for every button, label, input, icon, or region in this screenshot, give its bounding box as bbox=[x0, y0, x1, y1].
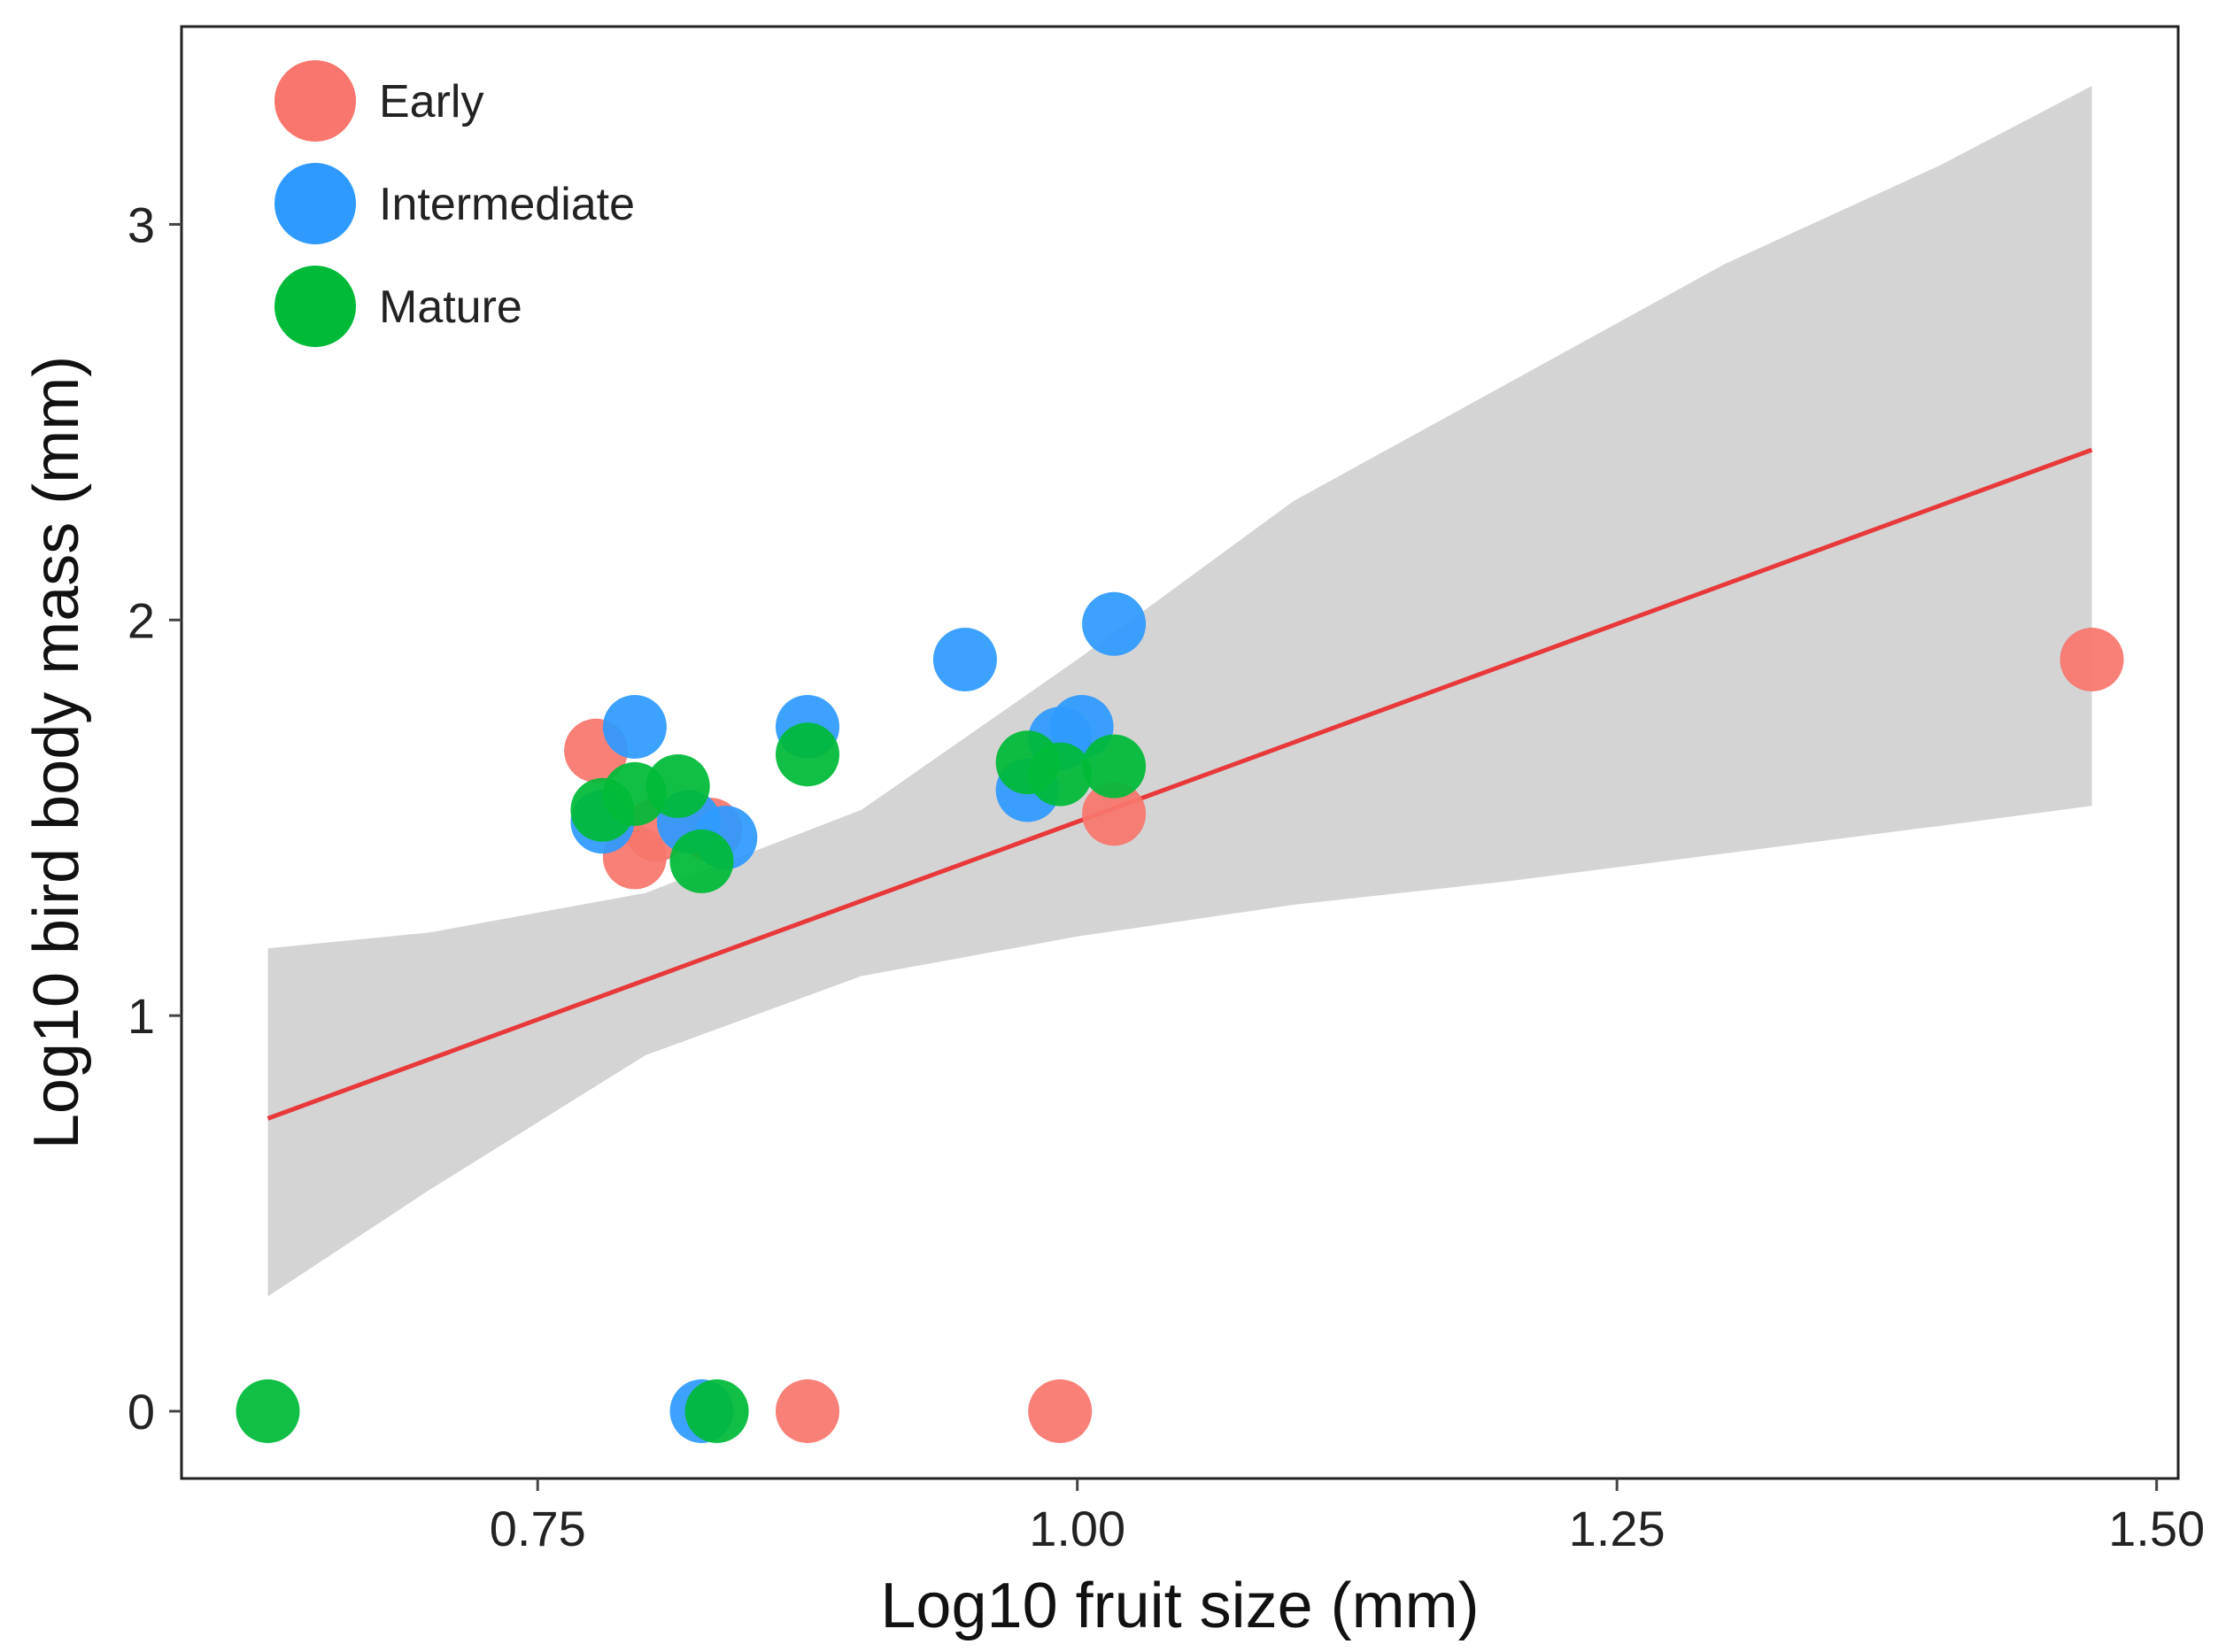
point-early bbox=[2060, 628, 2124, 691]
x-tick-label: 1.50 bbox=[2108, 1501, 2205, 1556]
y-tick-label: 2 bbox=[128, 592, 155, 648]
y-tick-label: 1 bbox=[128, 988, 155, 1044]
legend: Early Intermediate Mature bbox=[274, 60, 635, 347]
point-early bbox=[1028, 1379, 1093, 1443]
point-early bbox=[776, 1379, 839, 1443]
y-tick-label: 3 bbox=[128, 197, 155, 252]
regression-line bbox=[267, 447, 2093, 1121]
point-mature bbox=[236, 1379, 300, 1443]
point-intermediate bbox=[1082, 591, 1147, 656]
confidence-band-layer bbox=[267, 86, 2092, 1297]
x-tick-label: 0.75 bbox=[490, 1501, 586, 1556]
legend-label-early: Early bbox=[379, 76, 483, 127]
point-early bbox=[1082, 782, 1147, 846]
fit-line-layer bbox=[267, 447, 2093, 1121]
y-axis: 0 1 2 3 bbox=[128, 197, 182, 1440]
point-intermediate bbox=[932, 628, 997, 691]
x-tick-label: 1.00 bbox=[1029, 1501, 1125, 1556]
x-axis: 0.75 1.00 1.25 1.50 bbox=[490, 1478, 2205, 1556]
point-intermediate bbox=[602, 695, 667, 759]
point-mature bbox=[669, 829, 734, 893]
y-axis-title: Log10 bird body mass (mm) bbox=[21, 356, 92, 1149]
y-tick-label: 0 bbox=[128, 1384, 155, 1440]
data-points-layer bbox=[236, 591, 2124, 1443]
point-mature bbox=[1028, 742, 1093, 807]
confidence-band bbox=[267, 86, 2092, 1297]
point-mature bbox=[776, 722, 839, 787]
x-tick-label: 1.25 bbox=[1569, 1501, 1666, 1556]
legend-label-intermediate: Intermediate bbox=[379, 179, 635, 230]
legend-key-intermediate bbox=[274, 163, 356, 244]
x-axis-title: Log10 fruit size (mm) bbox=[880, 1571, 1479, 1641]
point-mature bbox=[645, 754, 710, 818]
legend-label-mature: Mature bbox=[379, 282, 522, 333]
plot-border bbox=[180, 25, 2180, 1480]
point-mature bbox=[1082, 734, 1147, 799]
legend-key-early bbox=[274, 60, 356, 142]
point-mature bbox=[684, 1379, 749, 1443]
legend-key-mature bbox=[274, 266, 356, 347]
